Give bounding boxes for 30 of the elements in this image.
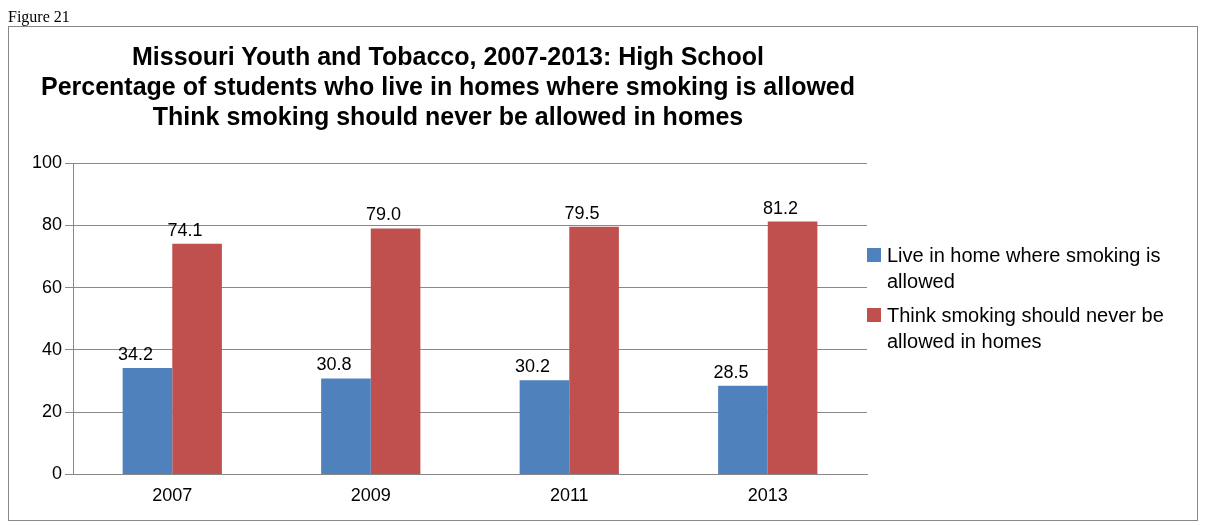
y-tick-label: 60 [42,276,63,297]
data-label: 81.2 [763,197,799,218]
x-tick-label: 2011 [549,485,589,506]
bar [172,243,222,474]
data-label: 79.0 [366,204,402,225]
legend-label: Think smoking should never be allowed in homes [887,303,1165,354]
data-label: 79.5 [564,202,600,223]
y-tick-label: 0 [52,463,63,484]
data-label: 30.2 [514,356,550,377]
data-label: 74.1 [167,219,203,240]
caption: Figure 21 [8,8,71,26]
chart-title: Missouri Youth and Tobacco, 2007-2013: High School Percentage of students who live in homes where smoking is allowed Think smoking should never be allowed in homes [40,41,856,130]
bar [370,228,421,474]
legend-label: Live in home where smoking is allowed [887,243,1162,294]
x-tick-label: 2007 [152,485,193,506]
data-label: 28.5 [713,361,749,382]
bar [718,385,768,474]
x-tick-label: 2009 [350,485,391,506]
y-tick-label: 100 [31,151,63,172]
bar [321,378,371,474]
x-tick-label: 2013 [747,485,788,506]
bar [767,221,818,474]
data-label: 34.2 [117,343,153,364]
y-tick-label: 20 [42,401,63,422]
bar [569,226,619,474]
bar [519,380,570,474]
y-tick-label: 80 [42,214,63,235]
bar [122,367,173,474]
y-tick-label: 40 [42,338,63,359]
data-label: 30.8 [316,354,352,375]
